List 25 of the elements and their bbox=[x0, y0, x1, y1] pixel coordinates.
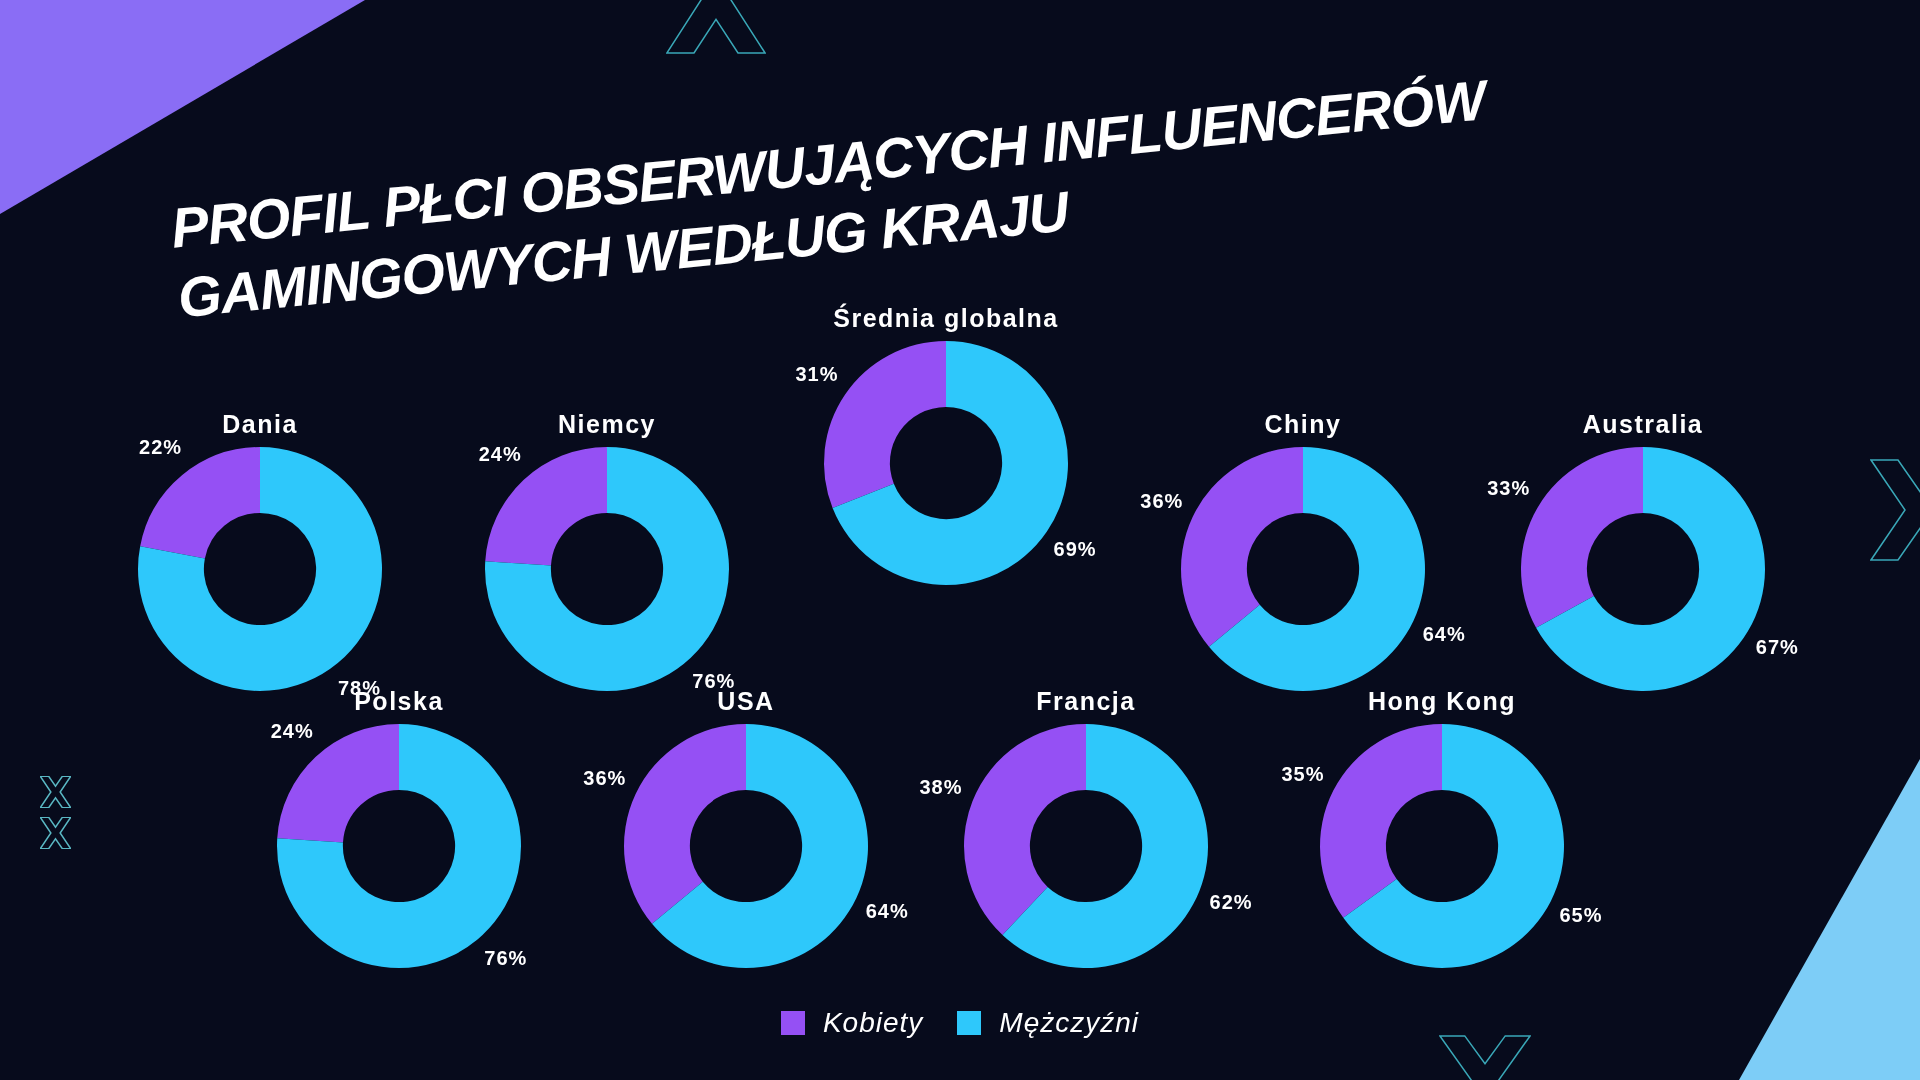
chart-title: Niemcy bbox=[557, 409, 657, 439]
data-label: 76% bbox=[484, 947, 528, 970]
data-label: 22% bbox=[139, 436, 183, 459]
chart-title: Francja bbox=[1035, 686, 1137, 716]
data-label: 62% bbox=[1209, 890, 1253, 913]
legend-label: Kobiety bbox=[822, 1007, 924, 1039]
data-label: 69% bbox=[1053, 538, 1097, 561]
data-label: 65% bbox=[1559, 904, 1603, 927]
data-label: 64% bbox=[1422, 622, 1466, 645]
chart-title: Średnia globalna bbox=[832, 303, 1060, 333]
data-label: 36% bbox=[583, 767, 627, 790]
data-label: 67% bbox=[1755, 635, 1799, 658]
data-label: 24% bbox=[478, 442, 522, 465]
data-label: 36% bbox=[1140, 490, 1184, 513]
data-label: 33% bbox=[1487, 477, 1531, 500]
data-label: 64% bbox=[865, 899, 909, 922]
chart-title: Hong Kong bbox=[1366, 686, 1518, 716]
data-label: 35% bbox=[1281, 762, 1325, 785]
data-label: 38% bbox=[919, 776, 963, 799]
data-label: 31% bbox=[795, 362, 839, 385]
legend-label: Mężczyźni bbox=[999, 1007, 1140, 1039]
chart-title: Australia bbox=[1581, 409, 1705, 439]
data-label: 24% bbox=[270, 719, 314, 742]
chart-title: Chiny bbox=[1263, 409, 1343, 439]
chart-title: Dania bbox=[222, 410, 298, 438]
